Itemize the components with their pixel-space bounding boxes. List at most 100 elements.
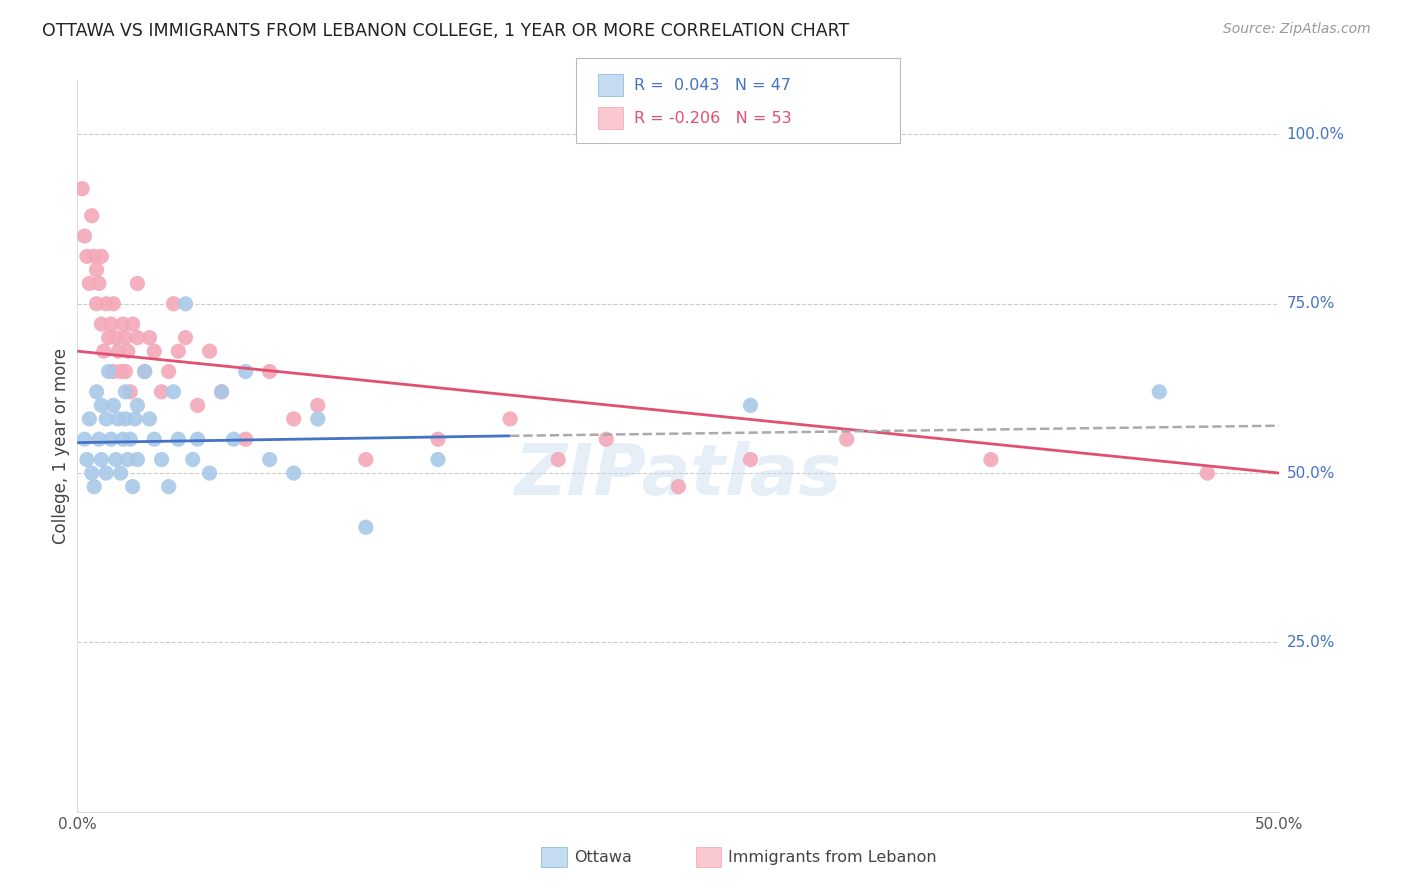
- Point: [86, 263, 108, 277]
- Point: [222, 432, 245, 446]
- Point: [668, 480, 690, 494]
- Point: [354, 452, 377, 467]
- Point: [120, 432, 142, 446]
- Point: [90, 398, 112, 412]
- Point: [104, 452, 127, 467]
- Point: [427, 452, 450, 467]
- Point: [138, 331, 160, 345]
- Point: [547, 452, 569, 467]
- Point: [86, 297, 108, 311]
- Point: [96, 297, 118, 311]
- Point: [103, 398, 125, 412]
- Point: [134, 364, 156, 378]
- Point: [79, 277, 101, 291]
- Point: [174, 331, 197, 345]
- Point: [100, 432, 122, 446]
- Text: Immigrants from Lebanon: Immigrants from Lebanon: [728, 850, 936, 864]
- Text: 50.0%: 50.0%: [1286, 466, 1334, 481]
- Point: [79, 412, 101, 426]
- Y-axis label: College, 1 year or more: College, 1 year or more: [52, 348, 70, 544]
- Point: [83, 249, 105, 263]
- Point: [186, 432, 209, 446]
- Point: [354, 520, 377, 534]
- Point: [1197, 466, 1219, 480]
- Point: [211, 384, 233, 399]
- Text: 75.0%: 75.0%: [1286, 296, 1334, 311]
- Text: ZIPatlas: ZIPatlas: [515, 441, 842, 509]
- Point: [107, 412, 129, 426]
- Point: [235, 364, 257, 378]
- Point: [174, 297, 197, 311]
- Point: [96, 412, 118, 426]
- Point: [83, 480, 105, 494]
- Point: [107, 344, 129, 359]
- Point: [1149, 384, 1171, 399]
- Point: [198, 344, 221, 359]
- Point: [114, 331, 136, 345]
- Point: [103, 364, 125, 378]
- Point: [127, 277, 149, 291]
- Point: [76, 452, 98, 467]
- Point: [121, 317, 143, 331]
- Point: [150, 384, 173, 399]
- Point: [186, 398, 209, 412]
- Point: [127, 398, 149, 412]
- Point: [138, 412, 160, 426]
- Point: [121, 480, 143, 494]
- Point: [283, 412, 305, 426]
- Point: [259, 364, 281, 378]
- Point: [100, 317, 122, 331]
- Point: [198, 466, 221, 480]
- Point: [127, 331, 149, 345]
- Text: R =  0.043   N = 47: R = 0.043 N = 47: [634, 78, 792, 93]
- Point: [93, 344, 115, 359]
- Point: [167, 344, 190, 359]
- Point: [427, 432, 450, 446]
- Point: [86, 384, 108, 399]
- Point: [111, 317, 134, 331]
- Point: [127, 452, 149, 467]
- Point: [740, 398, 762, 412]
- Point: [835, 432, 858, 446]
- Point: [80, 466, 103, 480]
- Text: OTTAWA VS IMMIGRANTS FROM LEBANON COLLEGE, 1 YEAR OR MORE CORRELATION CHART: OTTAWA VS IMMIGRANTS FROM LEBANON COLLEG…: [42, 22, 849, 40]
- Text: R = -0.206   N = 53: R = -0.206 N = 53: [634, 111, 792, 126]
- Point: [307, 412, 329, 426]
- Text: 25.0%: 25.0%: [1286, 635, 1334, 650]
- Point: [117, 344, 139, 359]
- Text: 100.0%: 100.0%: [1286, 127, 1344, 142]
- Point: [150, 452, 173, 467]
- Point: [117, 452, 139, 467]
- Point: [96, 466, 118, 480]
- Point: [157, 364, 180, 378]
- Point: [97, 331, 120, 345]
- Point: [211, 384, 233, 399]
- Point: [76, 249, 98, 263]
- Point: [307, 398, 329, 412]
- Point: [114, 384, 136, 399]
- Point: [283, 466, 305, 480]
- Point: [114, 412, 136, 426]
- Point: [87, 432, 110, 446]
- Point: [134, 364, 156, 378]
- Point: [90, 249, 112, 263]
- Point: [73, 432, 96, 446]
- Point: [80, 209, 103, 223]
- Point: [167, 432, 190, 446]
- Point: [90, 317, 112, 331]
- Point: [90, 452, 112, 467]
- Point: [114, 364, 136, 378]
- Point: [103, 297, 125, 311]
- Point: [73, 229, 96, 244]
- Point: [162, 297, 184, 311]
- Point: [104, 331, 127, 345]
- Point: [980, 452, 1002, 467]
- Text: Ottawa: Ottawa: [574, 850, 631, 864]
- Point: [110, 466, 132, 480]
- Point: [111, 432, 134, 446]
- Text: Source: ZipAtlas.com: Source: ZipAtlas.com: [1223, 22, 1371, 37]
- Point: [157, 480, 180, 494]
- Point: [181, 452, 204, 467]
- Point: [70, 181, 93, 195]
- Point: [120, 384, 142, 399]
